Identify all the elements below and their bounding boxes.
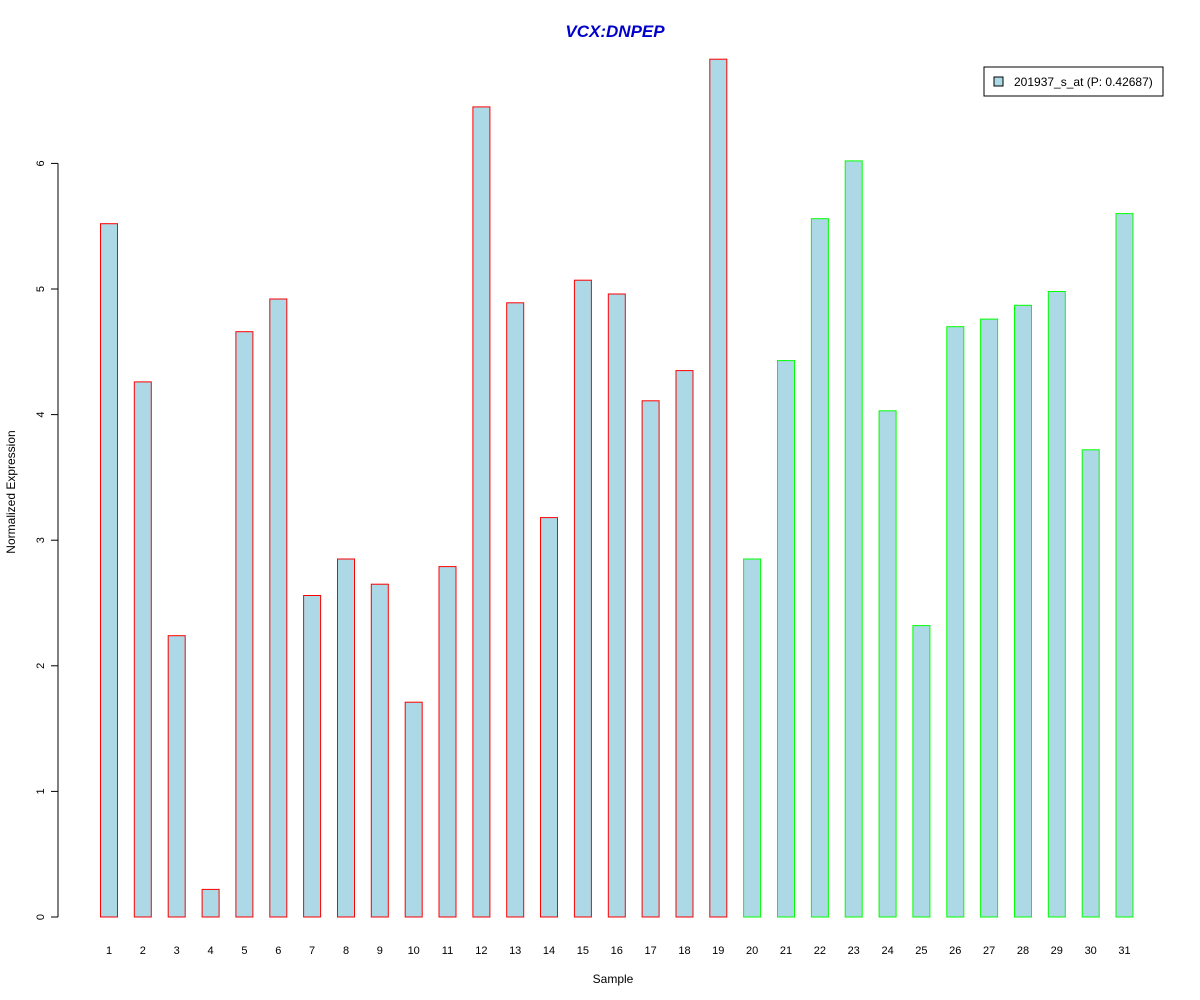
y-tick-label: 6	[35, 160, 47, 166]
bar	[777, 360, 795, 918]
x-tick-label: 16	[611, 945, 623, 957]
x-tick-label: 29	[1051, 945, 1063, 957]
bar	[370, 583, 389, 918]
y-axis-title: Normalized Expression	[4, 430, 18, 553]
x-tick-label: 22	[814, 945, 826, 957]
x-tick-label: 28	[1017, 945, 1029, 957]
y-tick-label: 3	[35, 537, 47, 543]
bar	[235, 331, 254, 918]
legend-label: 201937_s_at (P: 0.42687)	[1014, 75, 1153, 89]
bar	[472, 106, 491, 918]
y-tick-label: 0	[35, 914, 47, 920]
bar	[269, 298, 288, 918]
bar	[844, 160, 863, 918]
bar	[980, 318, 999, 918]
y-tick-label: 1	[35, 788, 47, 794]
y-tick-label: 4	[35, 412, 47, 418]
bar	[709, 58, 728, 918]
x-tick-label: 31	[1118, 945, 1130, 957]
bar	[641, 400, 660, 918]
x-tick-label: 30	[1085, 945, 1097, 957]
x-tick-label: 8	[343, 945, 349, 957]
legend: 201937_s_at (P: 0.42687)	[983, 66, 1164, 97]
chart-title: VCX:DNPEP	[565, 22, 665, 41]
bar	[675, 370, 694, 918]
x-tick-label: 7	[309, 945, 315, 957]
bar	[946, 326, 965, 918]
x-tick-label: 24	[881, 945, 893, 957]
x-tick-label: 6	[275, 945, 281, 957]
x-tick-label: 3	[174, 945, 180, 957]
x-tick-label: 19	[712, 945, 724, 957]
x-tick-label: 25	[915, 945, 927, 957]
x-tick-label: 4	[208, 945, 214, 957]
bar	[607, 293, 626, 918]
bars	[100, 58, 1134, 918]
x-tick-label: 20	[746, 945, 758, 957]
bar	[133, 381, 152, 918]
bar	[438, 566, 457, 918]
x-tick-label: 13	[509, 945, 521, 957]
x-tick-label: 18	[678, 945, 690, 957]
bar	[100, 223, 118, 918]
x-tick-label: 26	[949, 945, 961, 957]
bar	[1014, 304, 1032, 918]
bar	[201, 888, 220, 918]
bar	[1115, 213, 1134, 918]
bar	[878, 410, 897, 918]
y-axis: 0 1 2 3 4 5 6	[35, 160, 59, 920]
x-tick-label: 9	[377, 945, 383, 957]
x-tick-label: 12	[475, 945, 487, 957]
x-tick-label: 5	[241, 945, 247, 957]
x-tick-label: 23	[848, 945, 860, 957]
x-tick-label: 14	[543, 945, 555, 957]
bar	[506, 302, 525, 918]
legend-swatch	[993, 76, 1004, 87]
x-axis-title: Sample	[593, 972, 634, 986]
bar	[912, 625, 931, 918]
y-tick-label: 5	[35, 286, 47, 292]
x-tick-label: 11	[442, 945, 453, 957]
bar	[573, 279, 592, 918]
x-tick-labels: 1 2 3 4 5 6 7 8 9 10 11 12 13 14 15 16 17 18 19 20 21 22 23 24 2…	[106, 945, 1131, 957]
bar	[1047, 291, 1066, 918]
x-tick-label: 1	[106, 945, 112, 957]
legend-box	[983, 66, 1164, 97]
x-tick-label: 15	[577, 945, 589, 957]
bar	[404, 701, 423, 918]
bar	[540, 517, 558, 918]
bar	[303, 595, 322, 918]
y-tick-label: 2	[35, 663, 47, 669]
bar	[810, 218, 829, 918]
x-tick-label: 27	[983, 945, 995, 957]
bar	[337, 558, 355, 918]
x-tick-label: 17	[644, 945, 656, 957]
x-tick-label: 2	[140, 945, 146, 957]
x-tick-label: 10	[408, 945, 420, 957]
bar	[1081, 449, 1100, 918]
bar	[743, 558, 762, 918]
x-tick-label: 21	[780, 945, 792, 957]
bar	[167, 635, 186, 918]
